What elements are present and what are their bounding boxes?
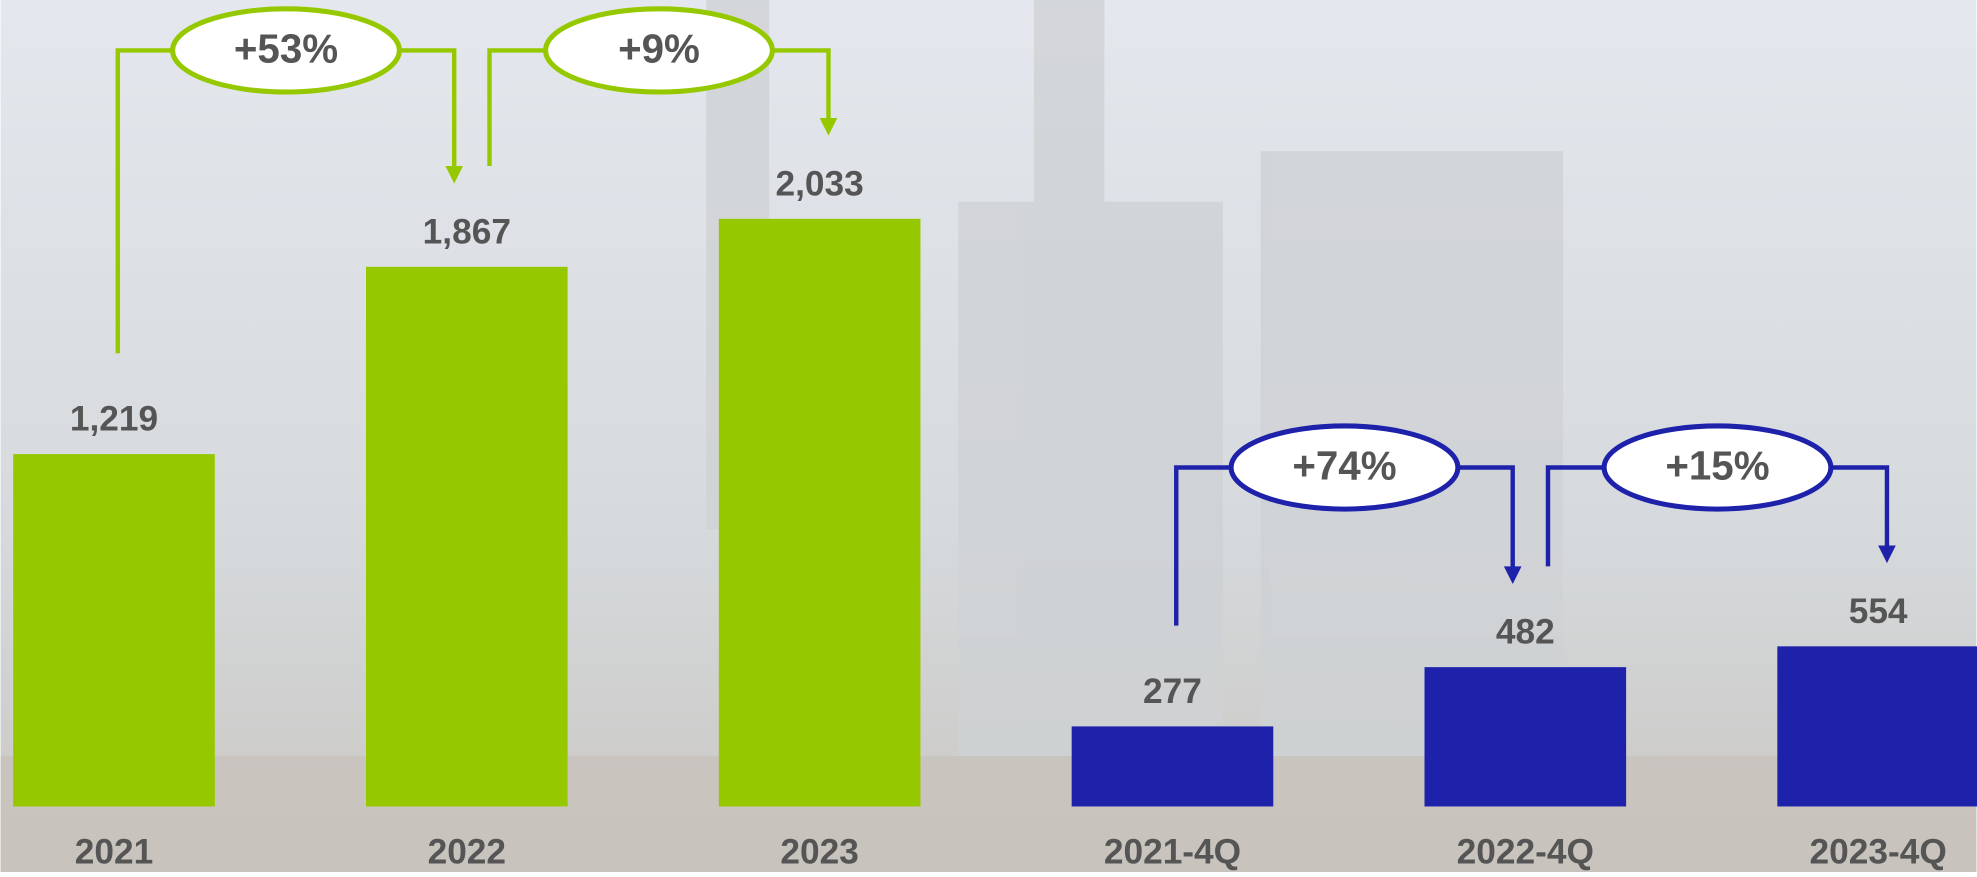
arrow-head <box>1503 566 1522 584</box>
value-label: 482 <box>1496 613 1555 652</box>
arrow-head <box>445 165 464 184</box>
growth-label: +53% <box>234 25 338 71</box>
x-tick-label: 2022 <box>428 833 506 872</box>
x-tick-label: 2023 <box>780 833 858 872</box>
bar <box>1424 667 1627 807</box>
value-label: 277 <box>1143 672 1202 711</box>
value-label: 1,219 <box>70 400 158 439</box>
growth-bubble <box>543 6 775 95</box>
growth-bubble <box>1601 423 1834 512</box>
bar <box>1777 646 1977 807</box>
arrow-head <box>1878 545 1896 564</box>
growth-label: +15% <box>1665 442 1769 488</box>
value-label: 2,033 <box>776 164 864 203</box>
growth-label: +74% <box>1292 442 1396 488</box>
bar <box>1071 726 1274 807</box>
bar <box>13 454 215 807</box>
bar <box>718 218 921 807</box>
x-tick-label: 2021 <box>75 833 153 872</box>
growth-bubble <box>170 6 402 95</box>
bar <box>366 266 568 807</box>
x-tick-label: 2021-4Q <box>1104 833 1241 872</box>
value-label: 1,867 <box>423 212 511 251</box>
arrow-head <box>819 118 838 136</box>
growth-label: +9% <box>618 25 700 71</box>
value-label: 554 <box>1849 592 1908 631</box>
x-tick-label: 2022-4Q <box>1457 833 1594 872</box>
growth-bubble <box>1228 423 1461 512</box>
x-tick-label: 2023-4Q <box>1810 833 1947 872</box>
